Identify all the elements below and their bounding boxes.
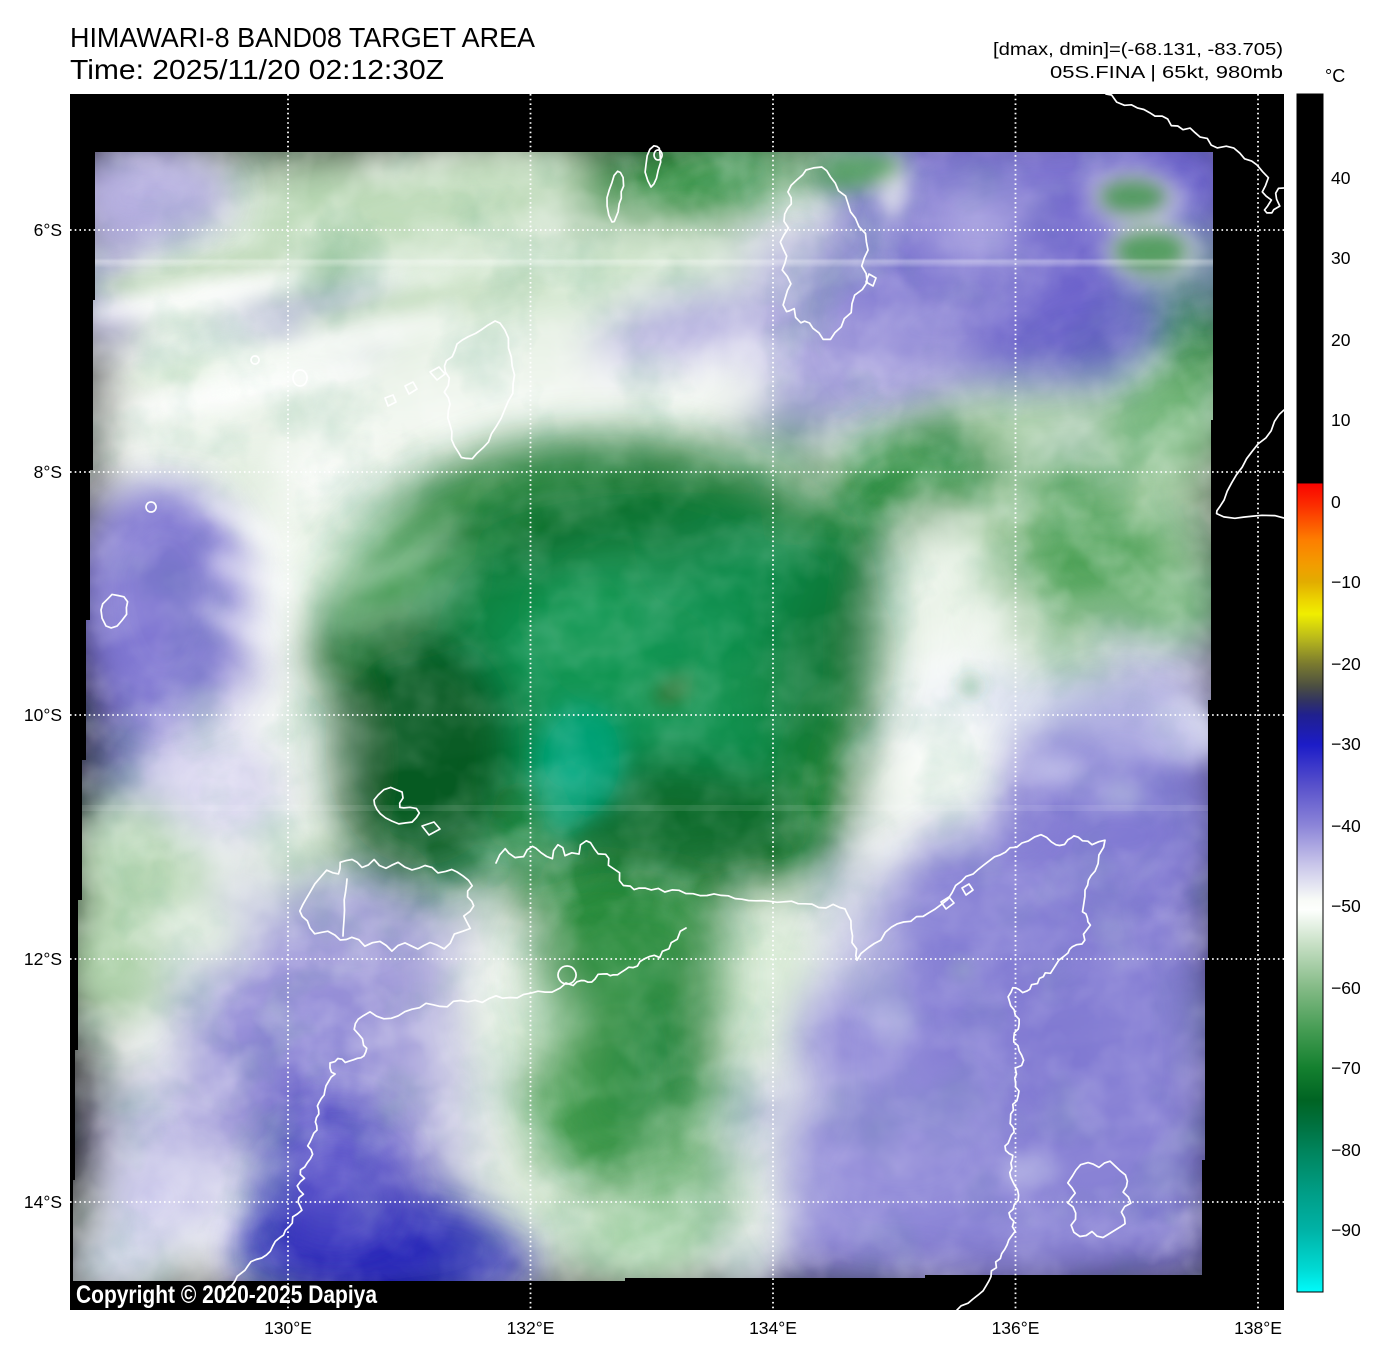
- svg-text:Time: 2025/11/20 02:12:30Z: Time: 2025/11/20 02:12:30Z: [70, 54, 444, 85]
- svg-text:12°S: 12°S: [24, 949, 62, 969]
- svg-text:°C: °C: [1325, 66, 1345, 86]
- svg-text:Copyright © 2020-2025 Dapiya: Copyright © 2020-2025 Dapiya: [76, 1281, 378, 1309]
- svg-text:−70: −70: [1331, 1058, 1361, 1078]
- svg-text:138°E: 138°E: [1234, 1318, 1282, 1338]
- svg-text:−30: −30: [1331, 734, 1361, 754]
- svg-text:−10: −10: [1331, 572, 1361, 592]
- svg-text:136°E: 136°E: [992, 1318, 1040, 1338]
- svg-text:HIMAWARI-8 BAND08 TARGET AREA: HIMAWARI-8 BAND08 TARGET AREA: [70, 22, 535, 53]
- svg-text:[dmax, dmin]=(-68.131, -83.705: [dmax, dmin]=(-68.131, -83.705): [993, 39, 1283, 59]
- svg-text:−90: −90: [1331, 1220, 1361, 1240]
- svg-text:−80: −80: [1331, 1140, 1361, 1160]
- svg-text:−60: −60: [1331, 978, 1361, 998]
- svg-text:40: 40: [1331, 168, 1351, 188]
- svg-text:05S.FINA | 65kt, 980mb: 05S.FINA | 65kt, 980mb: [1050, 62, 1283, 82]
- svg-text:132°E: 132°E: [507, 1318, 555, 1338]
- svg-text:10°S: 10°S: [24, 705, 62, 725]
- svg-text:10: 10: [1331, 410, 1351, 430]
- svg-text:8°S: 8°S: [34, 462, 62, 482]
- svg-text:20: 20: [1331, 330, 1351, 350]
- svg-text:−20: −20: [1331, 654, 1361, 674]
- svg-text:134°E: 134°E: [749, 1318, 797, 1338]
- svg-text:−50: −50: [1331, 896, 1361, 916]
- svg-text:−40: −40: [1331, 816, 1361, 836]
- svg-text:14°S: 14°S: [24, 1192, 62, 1212]
- svg-text:0: 0: [1331, 492, 1341, 512]
- svg-text:130°E: 130°E: [264, 1318, 312, 1338]
- svg-text:30: 30: [1331, 248, 1351, 268]
- svg-text:6°S: 6°S: [34, 220, 62, 240]
